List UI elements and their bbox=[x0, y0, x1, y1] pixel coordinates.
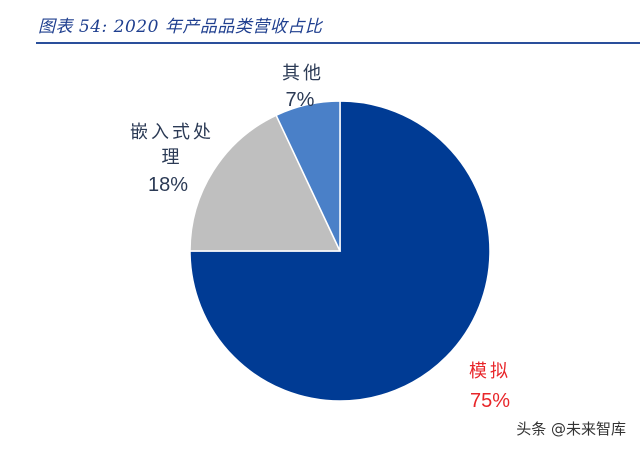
slice-value-2: 7% bbox=[286, 89, 315, 111]
slice-value-0: 75% bbox=[470, 390, 510, 412]
watermark: 头条 @未来智库 bbox=[516, 420, 626, 438]
pie-slice-2 bbox=[275, 100, 341, 252]
slice-label-1-line-0: 嵌入式处 bbox=[130, 122, 214, 143]
slice-value-1: 18% bbox=[148, 174, 188, 196]
pie-slice-0 bbox=[189, 100, 491, 402]
caption-divider bbox=[36, 42, 640, 44]
figure-caption: 图表 54: 2020 年产品品类营收占比 bbox=[38, 17, 323, 37]
pie-slice-1 bbox=[189, 114, 342, 252]
slice-label-1-line-1: 理 bbox=[162, 147, 183, 168]
slice-label-0: 模拟 bbox=[469, 361, 511, 382]
slice-label-2: 其他 bbox=[282, 63, 324, 84]
